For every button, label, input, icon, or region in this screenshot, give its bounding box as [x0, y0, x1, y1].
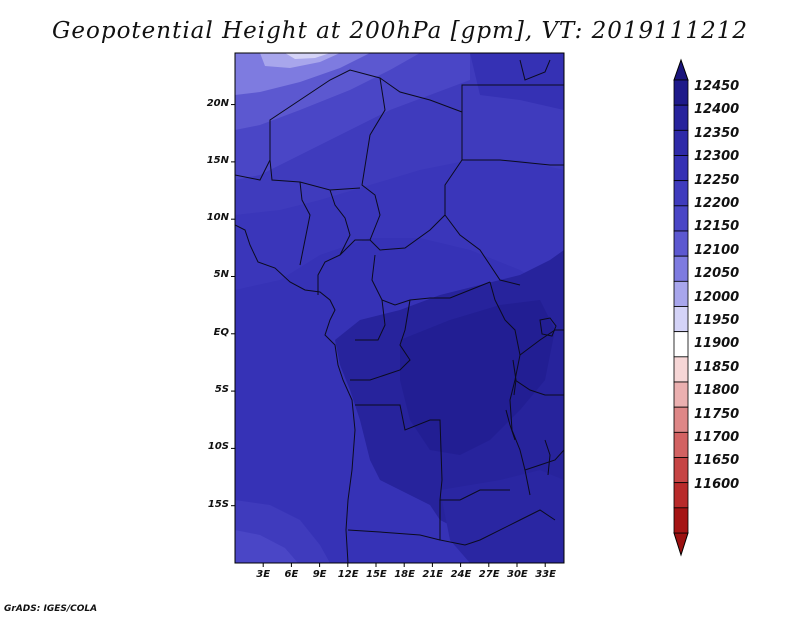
colorbar-label: 12450 [694, 79, 740, 94]
lat-label: 20N [206, 97, 229, 109]
colorbar-swatch [673, 205, 689, 232]
colorbar-label: 11850 [694, 359, 740, 375]
lat-label: 15S [207, 498, 229, 510]
colorbar-bottom-arrow [673, 532, 689, 557]
lat-label: 5N [213, 269, 229, 281]
lon-label: 9E [312, 569, 327, 580]
colorbar-label: 11750 [694, 406, 740, 422]
colorbar-top-arrow [673, 58, 689, 81]
lon-label: 3E [256, 569, 271, 580]
colorbar-swatch [673, 280, 689, 307]
lon-label: 18E [394, 569, 415, 580]
country-borders [235, 59, 564, 563]
colorbar [673, 58, 689, 557]
colorbar-label: 12000 [694, 289, 740, 305]
lon-label: 12E [337, 569, 359, 580]
map-frame [234, 52, 565, 564]
colorbar-swatch [673, 129, 689, 156]
colorbar-label: 12250 [694, 172, 740, 188]
colorbar-label: 11650 [694, 453, 740, 469]
colorbar-swatch [673, 155, 689, 182]
lon-label: 33E [535, 569, 556, 580]
colorbar-label: 12200 [694, 196, 740, 211]
colorbar-swatch [673, 180, 689, 207]
colorbar-label: 11700 [694, 430, 740, 445]
colorbar-swatch [673, 406, 689, 433]
colorbar-swatch [673, 306, 689, 333]
lon-label: 24E [450, 569, 472, 580]
colorbar-label: 12150 [694, 219, 740, 235]
colorbar-swatch [673, 230, 689, 257]
lon-label: 15E [366, 569, 387, 580]
colorbar-swatch [673, 356, 689, 383]
axis-ticks [231, 104, 546, 567]
colorbar-swatch [673, 482, 689, 509]
colorbar-label: 12400 [694, 102, 740, 118]
colorbar-swatch [673, 255, 689, 282]
lat-label: 15N [206, 154, 229, 166]
colorbar-swatch [673, 507, 689, 534]
lon-label: 30E [507, 569, 528, 580]
lon-label: 6E [284, 569, 299, 580]
colorbar-swatch [673, 331, 689, 358]
colorbar-label: 11600 [694, 476, 740, 492]
colorbar-label: 12100 [694, 242, 740, 258]
colorbar-swatch [673, 381, 689, 408]
lat-label: 10S [207, 441, 229, 453]
colorbar-swatch [673, 431, 689, 458]
lon-label: 21E [422, 569, 444, 580]
colorbar-swatch [673, 104, 689, 131]
lat-label: EQ [213, 326, 229, 338]
lat-label: 10N [206, 212, 229, 224]
colorbar-swatch [673, 79, 689, 106]
colorbar-label: 11950 [694, 313, 740, 328]
lat-label: 5S [214, 384, 229, 396]
colorbar-label: 12050 [694, 266, 740, 282]
contour-fill-layer [235, 53, 564, 563]
grads-credit: GrADS: IGES/COLA [4, 604, 98, 614]
colorbar-label: 11900 [694, 336, 740, 352]
map-title: Geopotential Height at 200hPa [gpm], VT:… [52, 18, 748, 44]
lon-label: 27E [478, 569, 500, 580]
colorbar-swatch [673, 457, 689, 484]
colorbar-label: 12350 [694, 125, 740, 141]
colorbar-label: 11800 [694, 383, 740, 399]
colorbar-label: 12300 [694, 149, 740, 165]
